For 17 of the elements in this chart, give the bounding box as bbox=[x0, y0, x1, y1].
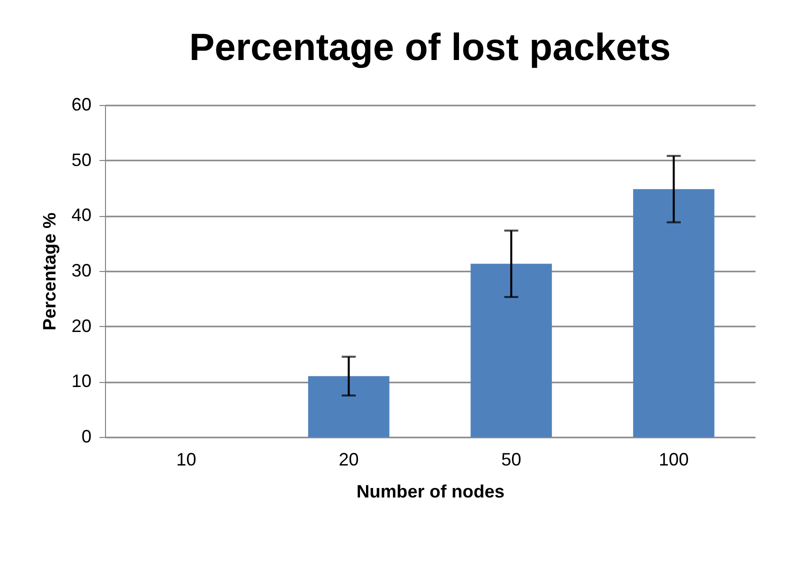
y-tick-label: 50 bbox=[71, 150, 92, 170]
x-tick-label: 50 bbox=[501, 450, 522, 470]
bar bbox=[308, 376, 390, 437]
x-tick-label: 10 bbox=[176, 450, 196, 470]
y-tick-label: 40 bbox=[71, 205, 92, 226]
y-tick-label: 30 bbox=[71, 260, 92, 280]
y-tick-label: 60 bbox=[71, 94, 92, 114]
bar bbox=[470, 264, 552, 437]
x-axis-title: Number of nodes bbox=[356, 482, 505, 502]
y-axis-title: Percentage % bbox=[39, 212, 60, 331]
chart-title: Percentage of lost packets bbox=[189, 27, 671, 69]
y-tick-label: 0 bbox=[81, 426, 92, 446]
y-tick-label: 20 bbox=[71, 316, 92, 336]
y-tick-label: 10 bbox=[71, 371, 92, 392]
bar bbox=[633, 189, 714, 437]
x-tick-label: 20 bbox=[338, 450, 359, 470]
x-tick-label: 100 bbox=[658, 450, 689, 470]
